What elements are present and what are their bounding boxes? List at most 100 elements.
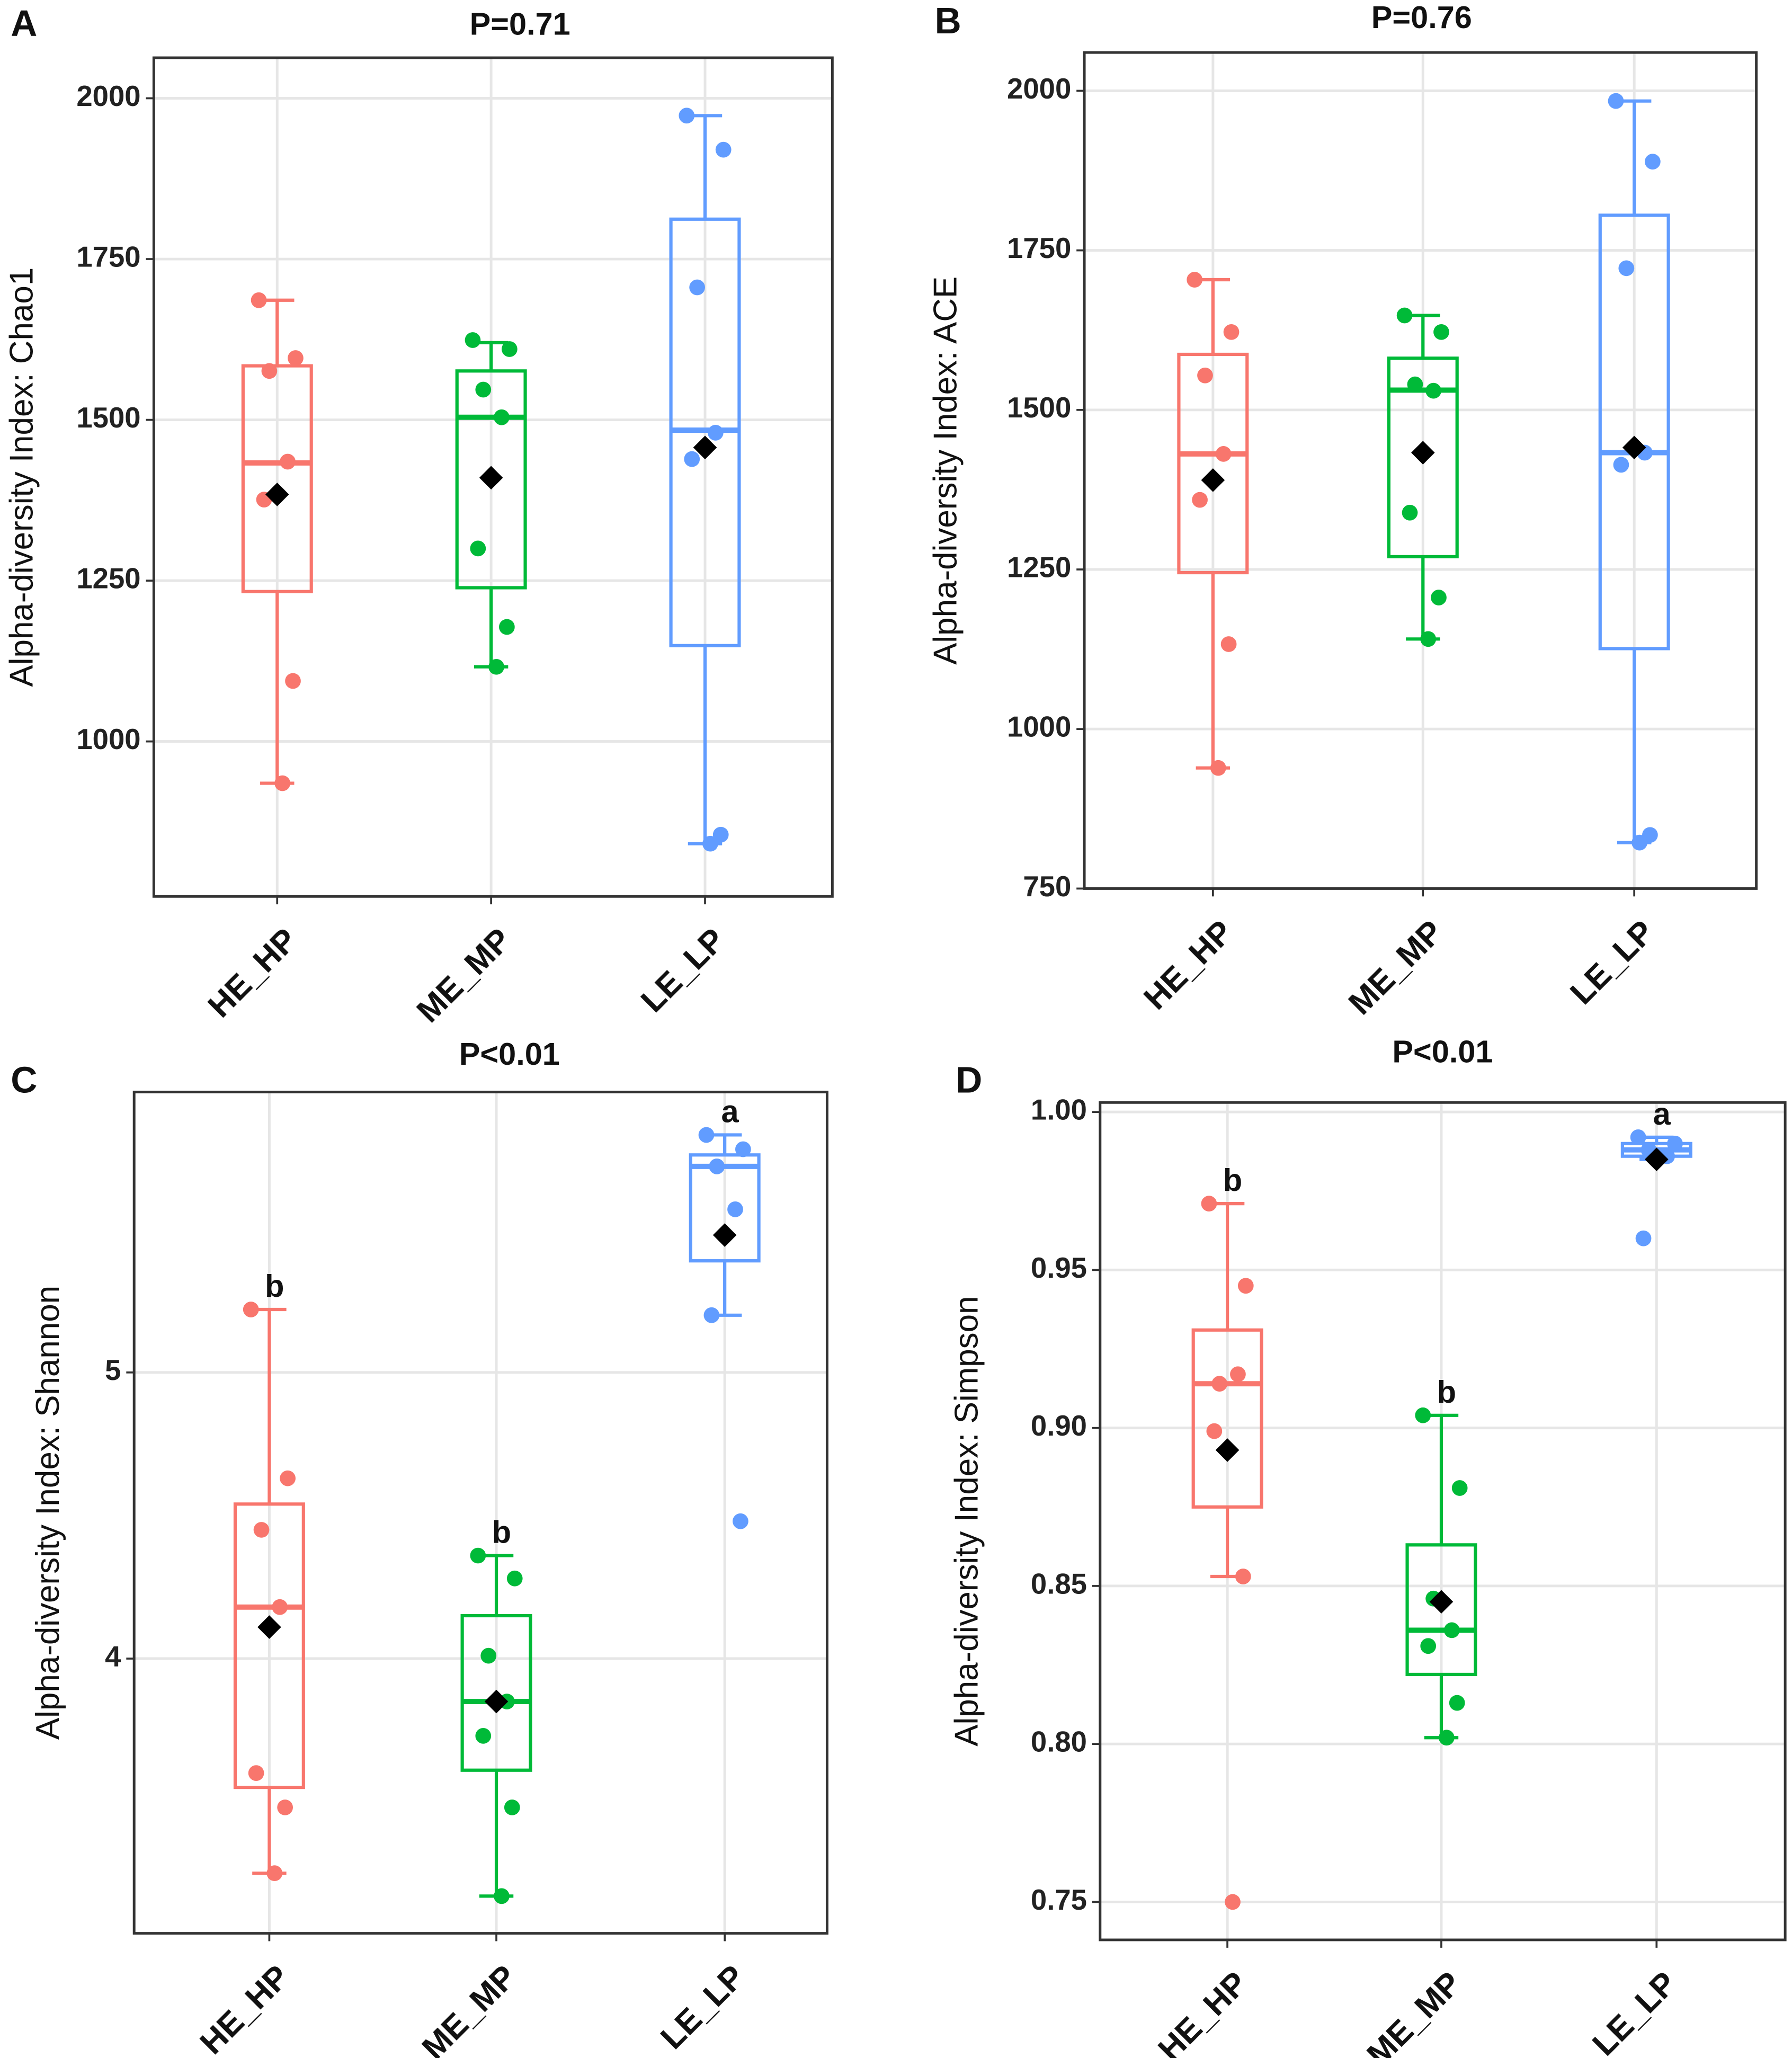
data-point <box>488 658 504 675</box>
data-point <box>475 381 492 398</box>
mean-marker <box>1411 441 1435 465</box>
data-point <box>480 1647 497 1664</box>
y-tick-label: 2000 <box>76 80 140 112</box>
data-point <box>253 1522 270 1538</box>
y-axis-label: Alpha-diversity Index: ACE <box>928 277 964 665</box>
data-point <box>1415 1407 1431 1423</box>
y-tick-label: 1500 <box>76 402 140 434</box>
data-point <box>1407 376 1423 393</box>
y-tick-label: 1750 <box>76 240 140 273</box>
group-letter: a <box>1653 1096 1671 1132</box>
data-point <box>470 540 486 557</box>
data-point <box>475 1728 492 1744</box>
data-point <box>1631 834 1647 851</box>
y-tick-label: 2000 <box>1007 73 1071 105</box>
data-point <box>1201 1196 1217 1212</box>
data-point <box>248 1765 264 1781</box>
x-tick-label: ME_MP <box>1360 1965 1469 2058</box>
y-tick-label: 4 <box>105 1640 121 1672</box>
data-point <box>709 1159 725 1174</box>
mean-marker <box>1201 468 1225 492</box>
box <box>1405 1543 1477 1677</box>
data-point <box>1635 1230 1652 1246</box>
panel-label: D <box>956 1059 982 1100</box>
x-tick-label: LE_LP <box>1585 1965 1683 2058</box>
box <box>241 364 313 593</box>
y-tick-label: 1.00 <box>1031 1094 1087 1126</box>
y-tick-label: 1500 <box>1007 391 1071 424</box>
mean-marker <box>693 435 717 460</box>
data-point <box>1230 1366 1246 1383</box>
data-point <box>1187 272 1203 288</box>
chart-title: P=0.76 <box>1371 0 1472 35</box>
x-tick-label: HE_HP <box>193 1958 297 2058</box>
data-point <box>707 424 724 441</box>
mean-marker <box>479 466 503 490</box>
data-point <box>261 363 278 379</box>
data-point <box>1420 631 1437 647</box>
data-point <box>465 332 481 348</box>
data-point <box>1667 1135 1683 1152</box>
plot-frame <box>152 56 834 898</box>
data-point <box>494 1888 510 1904</box>
data-point <box>470 1547 486 1564</box>
mean-marker <box>484 1689 509 1714</box>
data-point <box>501 341 518 357</box>
y-tick-label: 0.85 <box>1031 1567 1087 1600</box>
data-point <box>1613 457 1629 473</box>
data-point <box>727 1201 743 1217</box>
data-point <box>1235 1569 1251 1584</box>
y-tick-label: 0.95 <box>1031 1252 1087 1284</box>
group-letter: b <box>265 1268 284 1304</box>
chart-title: P<0.01 <box>459 1036 560 1072</box>
data-point <box>272 1599 288 1615</box>
data-point <box>1197 367 1213 384</box>
data-point <box>1396 307 1413 324</box>
data-point <box>1420 1638 1437 1654</box>
data-point <box>506 1570 523 1587</box>
data-point <box>280 453 296 470</box>
y-tick-label: 1750 <box>1007 232 1071 264</box>
mean-marker <box>257 1615 281 1639</box>
group-letter: a <box>721 1094 739 1129</box>
data-point <box>1618 260 1635 277</box>
y-tick-label: 0.80 <box>1031 1726 1087 1758</box>
y-tick-label: 0.90 <box>1031 1410 1087 1442</box>
y-tick-label: 750 <box>1023 870 1071 903</box>
panel-label: B <box>935 0 961 41</box>
box <box>460 1614 532 1772</box>
box <box>689 1153 761 1263</box>
data-point <box>712 826 729 843</box>
data-point <box>504 1799 520 1815</box>
data-point <box>1192 492 1208 508</box>
data-point <box>1608 93 1624 109</box>
data-point <box>1220 636 1237 652</box>
data-point <box>243 1302 259 1317</box>
data-point <box>1645 154 1661 170</box>
box <box>1598 213 1670 651</box>
data-point <box>1223 324 1240 340</box>
group-letter: b <box>1223 1162 1242 1198</box>
box <box>455 369 527 590</box>
y-tick-label: 1000 <box>76 723 140 755</box>
data-point <box>1433 324 1449 340</box>
data-point <box>689 279 705 296</box>
data-point <box>494 409 510 425</box>
data-point <box>280 1470 296 1486</box>
panel-label: A <box>11 3 37 44</box>
data-point <box>499 619 515 635</box>
mean-marker <box>712 1223 737 1247</box>
panel-label: C <box>11 1059 37 1100</box>
mean-marker <box>1215 1438 1240 1462</box>
x-tick-label: LE_LP <box>654 1958 752 2056</box>
data-point <box>1451 1480 1468 1496</box>
data-point <box>1237 1278 1254 1294</box>
data-point <box>684 451 700 467</box>
y-tick-label: 1250 <box>76 563 140 595</box>
y-axis-label: Alpha-diversity Index: Simpson <box>948 1296 985 1746</box>
y-axis-label: Alpha-diversity Index: Chao1 <box>3 268 40 687</box>
data-point <box>733 1513 748 1529</box>
data-point <box>1225 1894 1241 1910</box>
data-point <box>1449 1695 1465 1711</box>
